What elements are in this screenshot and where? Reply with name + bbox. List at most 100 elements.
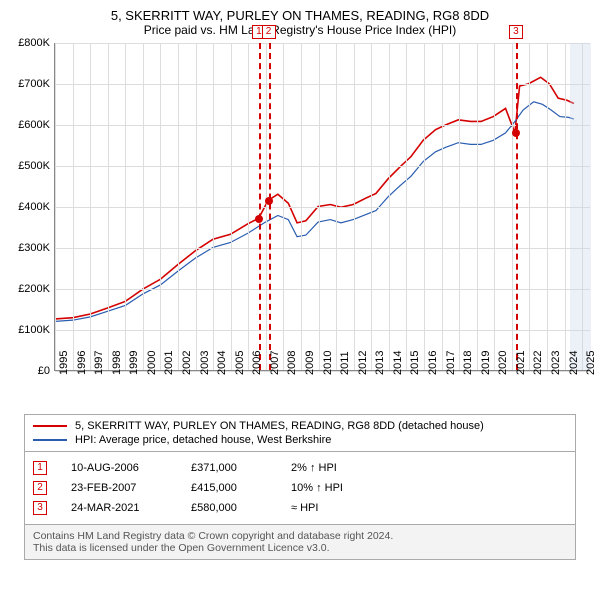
x-tick-label: 2012 [357, 351, 369, 375]
x-tick-label: 2002 [181, 351, 193, 375]
gridline-v [55, 43, 56, 370]
x-tick-label: 2001 [163, 351, 175, 375]
gridline-v [196, 43, 197, 370]
event-marker: 2 [262, 25, 276, 39]
x-tick-label: 2014 [392, 351, 404, 375]
gridline-h [55, 207, 590, 208]
x-tick-label: 2009 [304, 351, 316, 375]
footer-line2: This data is licensed under the Open Gov… [33, 542, 567, 554]
legend-label: HPI: Average price, detached house, West… [75, 434, 331, 446]
event-number-box: 2 [33, 481, 47, 495]
x-tick-label: 2011 [339, 351, 351, 375]
legend-row: 5, SKERRITT WAY, PURLEY ON THAMES, READI… [33, 419, 567, 433]
x-tick-label: 1997 [93, 351, 105, 375]
gridline-v [231, 43, 232, 370]
y-tick-label: £300K [8, 242, 50, 254]
gridline-v [547, 43, 548, 370]
gridline-v [301, 43, 302, 370]
legend-swatch [33, 439, 67, 441]
y-tick-label: £100K [8, 324, 50, 336]
gridline-h [55, 248, 590, 249]
x-tick-label: 1999 [128, 351, 140, 375]
page-title-line2: Price paid vs. HM Land Registry's House … [10, 23, 590, 37]
x-tick-label: 2022 [532, 351, 544, 375]
x-tick-label: 2025 [585, 351, 597, 375]
gridline-v [354, 43, 355, 370]
event-price: £371,000 [191, 462, 291, 474]
event-delta: 10% ↑ HPI [291, 482, 343, 494]
x-tick-label: 2007 [269, 351, 281, 375]
x-tick-label: 2010 [322, 351, 334, 375]
x-tick-label: 2013 [374, 351, 386, 375]
x-tick-label: 2015 [409, 351, 421, 375]
gridline-h [55, 125, 590, 126]
y-tick-label: £200K [8, 283, 50, 295]
event-date: 10-AUG-2006 [71, 462, 191, 474]
x-tick-label: 2019 [480, 351, 492, 375]
event-line [269, 43, 271, 370]
gridline-h [55, 166, 590, 167]
gridline-h [55, 330, 590, 331]
gridline-v [442, 43, 443, 370]
event-dot [265, 197, 273, 205]
gridline-v [178, 43, 179, 370]
x-tick-label: 2018 [462, 351, 474, 375]
gridline-v [213, 43, 214, 370]
x-tick-label: 2003 [199, 351, 211, 375]
x-tick-label: 1998 [111, 351, 123, 375]
price-chart: 123 £0£100K£200K£300K£400K£500K£600K£700… [10, 43, 590, 408]
x-tick-label: 2005 [234, 351, 246, 375]
gridline-v [266, 43, 267, 370]
gridline-v [283, 43, 284, 370]
y-tick-label: £400K [8, 201, 50, 213]
gridline-v [143, 43, 144, 370]
event-line [516, 43, 518, 370]
gridline-h [55, 289, 590, 290]
event-row: 1 10-AUG-2006£371,0002% ↑ HPI [33, 458, 567, 478]
legend: 5, SKERRITT WAY, PURLEY ON THAMES, READI… [24, 414, 576, 452]
gridline-v [424, 43, 425, 370]
x-tick-label: 2023 [550, 351, 562, 375]
gridline-v [108, 43, 109, 370]
gridline-v [565, 43, 566, 370]
gridline-v [477, 43, 478, 370]
event-number-box: 1 [33, 461, 47, 475]
gridline-v [319, 43, 320, 370]
gridline-v [336, 43, 337, 370]
footer-line1: Contains HM Land Registry data © Crown c… [33, 530, 567, 542]
gridline-v [512, 43, 513, 370]
gridline-v [125, 43, 126, 370]
gridline-v [160, 43, 161, 370]
x-tick-label: 2021 [515, 351, 527, 375]
legend-swatch [33, 425, 67, 427]
event-number-box: 3 [33, 501, 47, 515]
x-tick-label: 1996 [76, 351, 88, 375]
event-date: 24-MAR-2021 [71, 502, 191, 514]
gridline-v [529, 43, 530, 370]
x-tick-label: 2000 [146, 351, 158, 375]
x-tick-label: 2020 [497, 351, 509, 375]
event-delta: 2% ↑ HPI [291, 462, 337, 474]
y-tick-label: £0 [8, 365, 50, 377]
event-line [259, 43, 261, 370]
gridline-v [406, 43, 407, 370]
x-tick-label: 2016 [427, 351, 439, 375]
page-title-line1: 5, SKERRITT WAY, PURLEY ON THAMES, READI… [10, 8, 590, 23]
legend-row: HPI: Average price, detached house, West… [33, 433, 567, 447]
y-tick-label: £500K [8, 160, 50, 172]
event-price: £415,000 [191, 482, 291, 494]
series-property [55, 77, 574, 319]
y-tick-label: £600K [8, 119, 50, 131]
x-tick-label: 2006 [251, 351, 263, 375]
event-dot [512, 129, 520, 137]
event-table: 110-AUG-2006£371,0002% ↑ HPI223-FEB-2007… [24, 452, 576, 525]
y-tick-label: £800K [8, 37, 50, 49]
gridline-v [90, 43, 91, 370]
event-marker: 3 [509, 25, 523, 39]
event-row: 324-MAR-2021£580,000≈ HPI [33, 498, 567, 518]
gridline-v [371, 43, 372, 370]
x-tick-label: 2004 [216, 351, 228, 375]
gridline-v [389, 43, 390, 370]
gridline-v [248, 43, 249, 370]
forecast-shade [570, 43, 591, 370]
